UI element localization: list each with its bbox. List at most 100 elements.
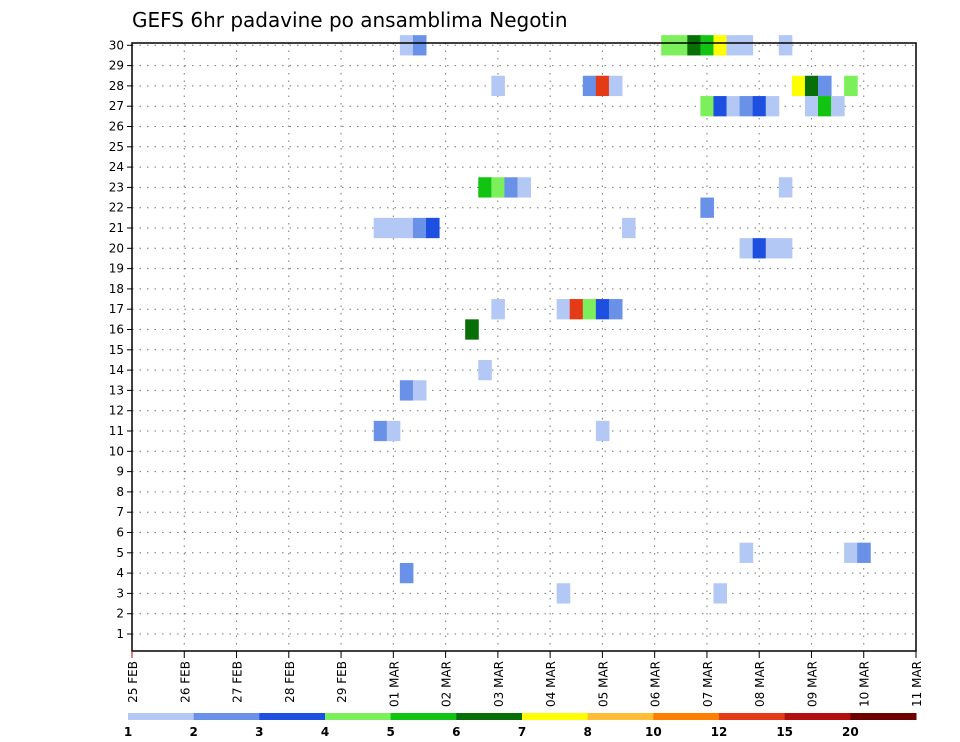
precip-cell [752,96,767,117]
y-tick-label: 6 [116,526,124,540]
legend-swatch [128,713,195,720]
precip-cell [739,96,754,117]
precip-cell [713,35,728,56]
legend-label: 12 [711,725,728,739]
precip-cell [674,35,688,56]
x-tick-label: 25 FEB [126,661,140,703]
y-tick-label: 20 [109,241,124,255]
precip-cell [491,177,505,198]
precip-cell [713,96,728,117]
precip-cell [608,299,623,320]
precip-cell [765,238,780,259]
y-tick-label: 19 [109,262,124,276]
precip-cell [661,35,675,56]
x-tick-label: 01 MAR [387,661,401,707]
precip-cell [412,217,427,239]
x-tick-label: 26 FEB [178,661,192,703]
x-tick-label: 03 MAR [492,661,506,707]
y-tick-label: 28 [109,79,124,93]
precip-cell [504,177,518,198]
precip-cell [622,217,636,239]
y-tick-label: 13 [109,383,124,397]
precip-cell [726,96,741,117]
precip-cell [399,217,414,239]
precip-cell [399,380,414,401]
precip-cell [608,75,623,97]
precip-cell [844,75,858,97]
precip-cell [373,420,388,442]
legend-label: 10 [645,725,662,739]
legend-swatch [522,713,589,720]
precip-cell [491,299,505,320]
precip-cell [595,420,610,442]
y-tick-label: 4 [116,566,124,580]
y-tick-label: 30 [109,38,124,52]
x-tick-label: 05 MAR [596,661,610,707]
y-tick-label: 22 [109,201,124,215]
y-tick-label: 8 [116,485,124,499]
precip-cell [752,238,767,259]
precip-cell [844,542,858,563]
precip-cell [818,75,832,97]
precip-cell [739,542,754,563]
legend-label: 4 [321,725,329,739]
x-tick-label: 04 MAR [544,661,558,707]
precip-cell [491,75,505,97]
chart-title: GEFS 6hr padavine po ansamblima Negotin [132,8,568,32]
y-tick-label: 27 [109,99,124,113]
color-legend: 1 2 3 4 5 6 7 8 10 12 15 20 [124,713,917,739]
legend-swatch [784,713,851,720]
y-tick-label: 14 [109,363,124,377]
y-tick-label: 10 [109,444,124,458]
y-tick-label: 3 [116,586,124,600]
precip-cell [373,217,388,239]
y-tick-label: 29 [109,59,124,73]
x-tick-label: 02 MAR [440,661,454,707]
precip-cell [595,75,610,97]
precip-cell [739,238,754,259]
precip-cell [386,217,401,239]
x-tick-label: 11 MAR [910,661,924,707]
precip-cell [556,299,571,320]
precip-cell [739,35,754,56]
y-tick-label: 25 [109,140,124,154]
precip-cell [804,75,819,97]
legend-swatch [653,713,720,720]
precip-cell [399,562,414,584]
precip-cell [412,35,427,56]
precip-cell [595,299,610,320]
y-tick-label: 16 [109,323,124,337]
precip-cell [426,217,440,239]
precip-cell [778,238,793,259]
precip-cell [478,359,492,381]
legend-swatch [719,713,786,720]
precip-cell [778,35,793,56]
precip-cell [778,177,793,198]
precip-cell [582,75,597,97]
y-tick-label: 26 [109,120,124,134]
precip-cell [726,35,741,56]
plot-frame [131,42,917,652]
precip-cell [700,197,714,218]
precip-cell [831,96,845,117]
y-tick-label: 11 [109,424,124,438]
precip-cell [478,177,492,198]
precip-cell [713,583,728,604]
legend-label: 15 [776,725,793,739]
precip-cell [556,583,571,604]
precip-cell [412,380,427,401]
x-tick-label: 07 MAR [701,661,715,707]
y-tick-label: 12 [109,404,124,418]
plot-cells [373,35,871,604]
legend-label: 3 [255,725,263,739]
legend-swatch [259,713,326,720]
precip-cell [569,299,584,320]
x-axis: 25 FEB 26 FEB 27 FEB 28 FEB 29 FEB 01 MAR 02 M… [126,651,924,707]
legend-label: 5 [386,725,394,739]
precip-cell [804,96,819,117]
legend-label: 2 [189,725,197,739]
y-tick-label: 7 [116,505,124,519]
precip-cell [700,35,714,56]
precip-cell [700,96,714,117]
y-axis: 1234567891011121314151617181920212223242… [109,38,132,641]
